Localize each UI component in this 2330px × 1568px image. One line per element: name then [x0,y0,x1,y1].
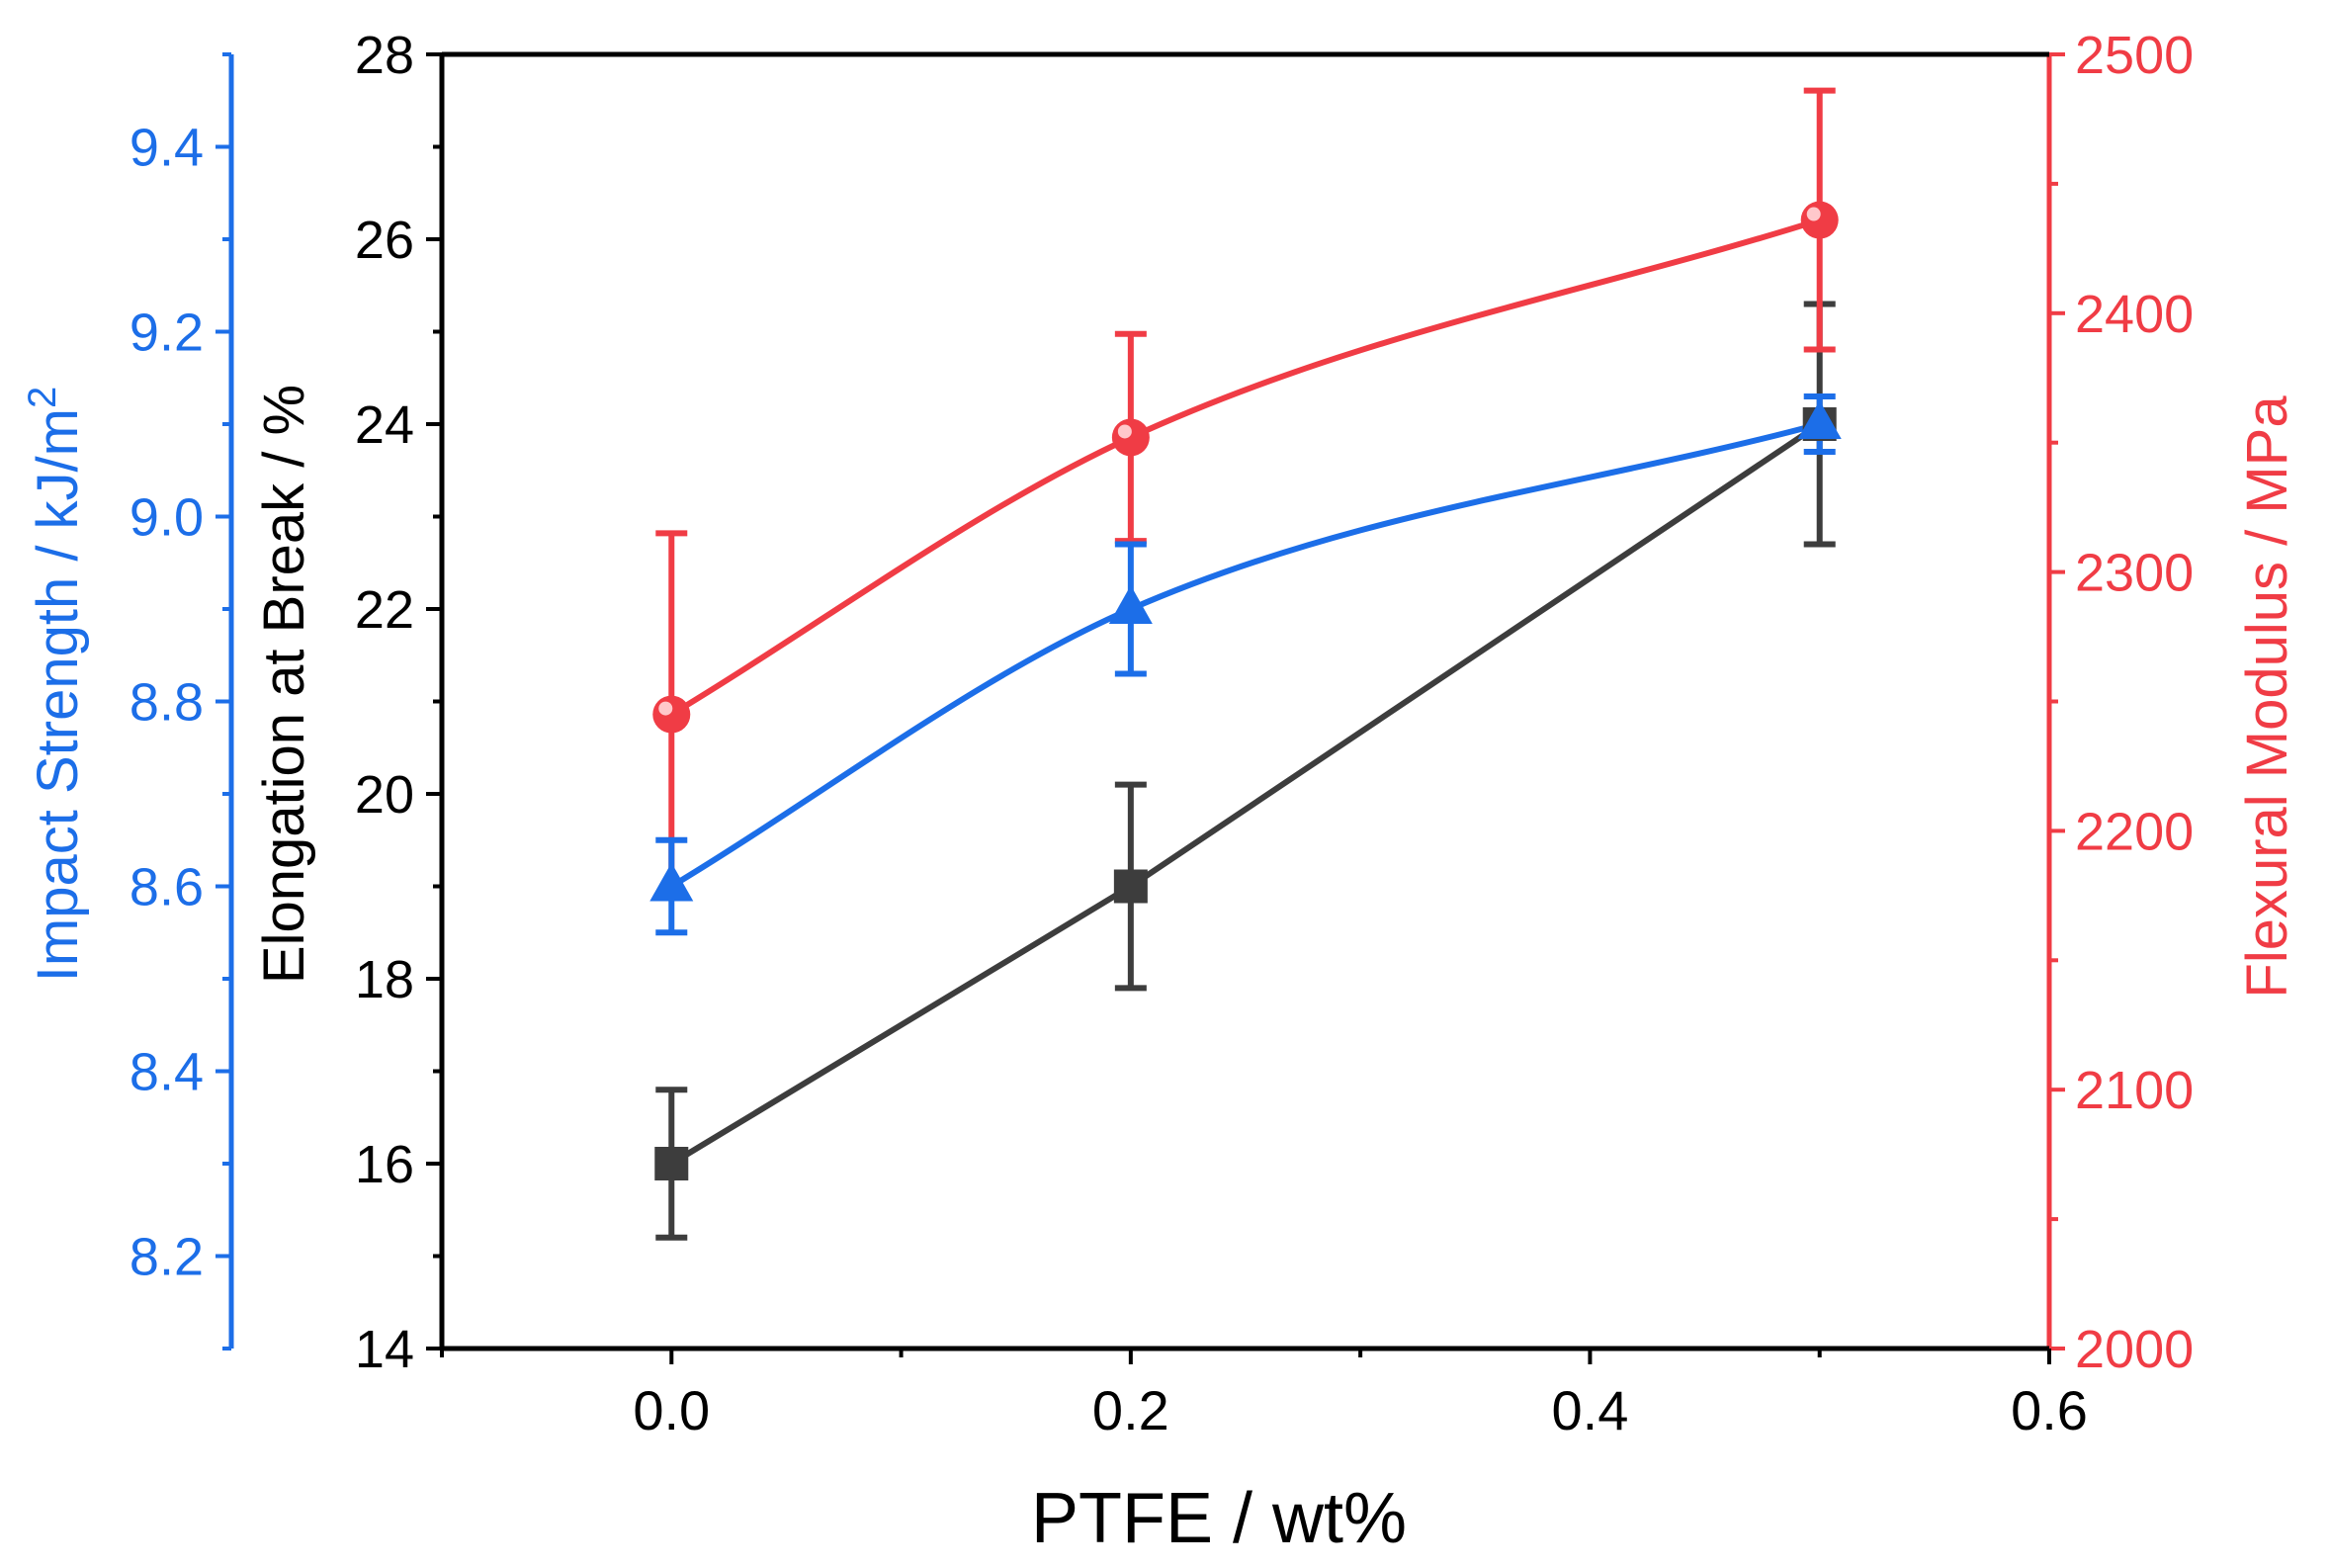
impact-strength-tick-label: 9.4 [129,119,204,178]
flexural-modulus-axis-title: Flexural Modulus / MPa [2235,395,2299,999]
plot-series [649,87,1842,1241]
impact-strength-tick-label: 8.4 [129,1043,204,1102]
error-bars [655,87,1836,1241]
flexural-modulus-tick-label: 2100 [2075,1061,2194,1120]
elongation-tick-label: 18 [355,950,414,1009]
impact-strength-tick-label: 8.8 [129,673,204,733]
elongation-tick-label: 16 [355,1135,414,1194]
elongation-tick-label: 22 [355,580,414,640]
flexural-modulus-point-highlight [1117,424,1132,439]
flexural-modulus-point [1111,418,1150,457]
impact-strength-axis-title: Impact Strength / kJ/m2 [21,387,90,982]
flexural-modulus-point [1800,201,1839,239]
flexural-modulus-tick-label: 2500 [2075,26,2194,85]
flexural-modulus-point-highlight [658,701,673,716]
x-axis: 0.0 0.2 0.4 0.6 [440,51,2088,1441]
impact-strength-tick-label: 9.2 [129,304,204,363]
impact-strength-axis-title-text: Impact Strength / kJ/m [26,408,90,982]
elongation-tick-label: 20 [355,765,414,825]
flexural-modulus-tick-label: 2300 [2075,544,2194,603]
flexural-modulus-tick-label: 2000 [2075,1320,2194,1379]
x-tick-label: 0.0 [633,1379,710,1441]
elongation-tick-label: 14 [355,1320,414,1379]
flexural-modulus-point-body [1111,418,1150,457]
axis-titles: PTFE / wt% Elongation at Break / % Impac… [21,385,2299,1558]
impact-strength-axis: 8.2 8.4 8.6 8.8 9.0 9.2 9.4 [129,52,234,1350]
impact-strength-line [669,421,1821,890]
flexural-modulus-axis: 2000 2100 2200 2300 2400 2500 [2046,26,2194,1379]
elongation-tick-label: 28 [355,26,414,85]
series-lines [669,217,1822,1167]
x-axis-title: PTFE / wt% [1031,1479,1407,1558]
elongation-tick-label: 24 [355,395,414,455]
elongation-at-break-point [1113,869,1148,904]
flexural-modulus-line [669,217,1821,718]
elongation-axis: 14 16 18 20 22 24 26 28 [355,26,445,1379]
x-tick-label: 0.6 [2011,1379,2088,1441]
x-tick-label: 0.2 [1092,1379,1169,1441]
x-tick-label: 0.4 [1551,1379,1628,1441]
impact-strength-tick-label: 8.6 [129,858,204,917]
impact-strength-point [649,862,694,902]
flexural-modulus-point-highlight [1806,207,1821,221]
flexural-modulus-point-body [1800,201,1839,239]
impact-strength-axis-title-sup: 2 [21,387,64,408]
flexural-modulus-tick-label: 2200 [2075,802,2194,861]
impact-strength-point [1797,400,1842,439]
impact-strength-tick-label: 8.2 [129,1228,204,1287]
flexural-modulus-point-body [652,695,691,734]
elongation-tick-label: 26 [355,211,414,270]
flexural-modulus-point [652,695,691,734]
elongation-at-break-line [669,421,1822,1167]
impact-strength-point [1108,585,1153,624]
flexural-modulus-tick-label: 2400 [2075,285,2194,344]
elongation-at-break-point [654,1147,689,1180]
elongation-axis-title: Elongation at Break / % [252,385,316,984]
impact-strength-tick-label: 9.0 [129,488,204,548]
series-markers [649,201,1842,1180]
